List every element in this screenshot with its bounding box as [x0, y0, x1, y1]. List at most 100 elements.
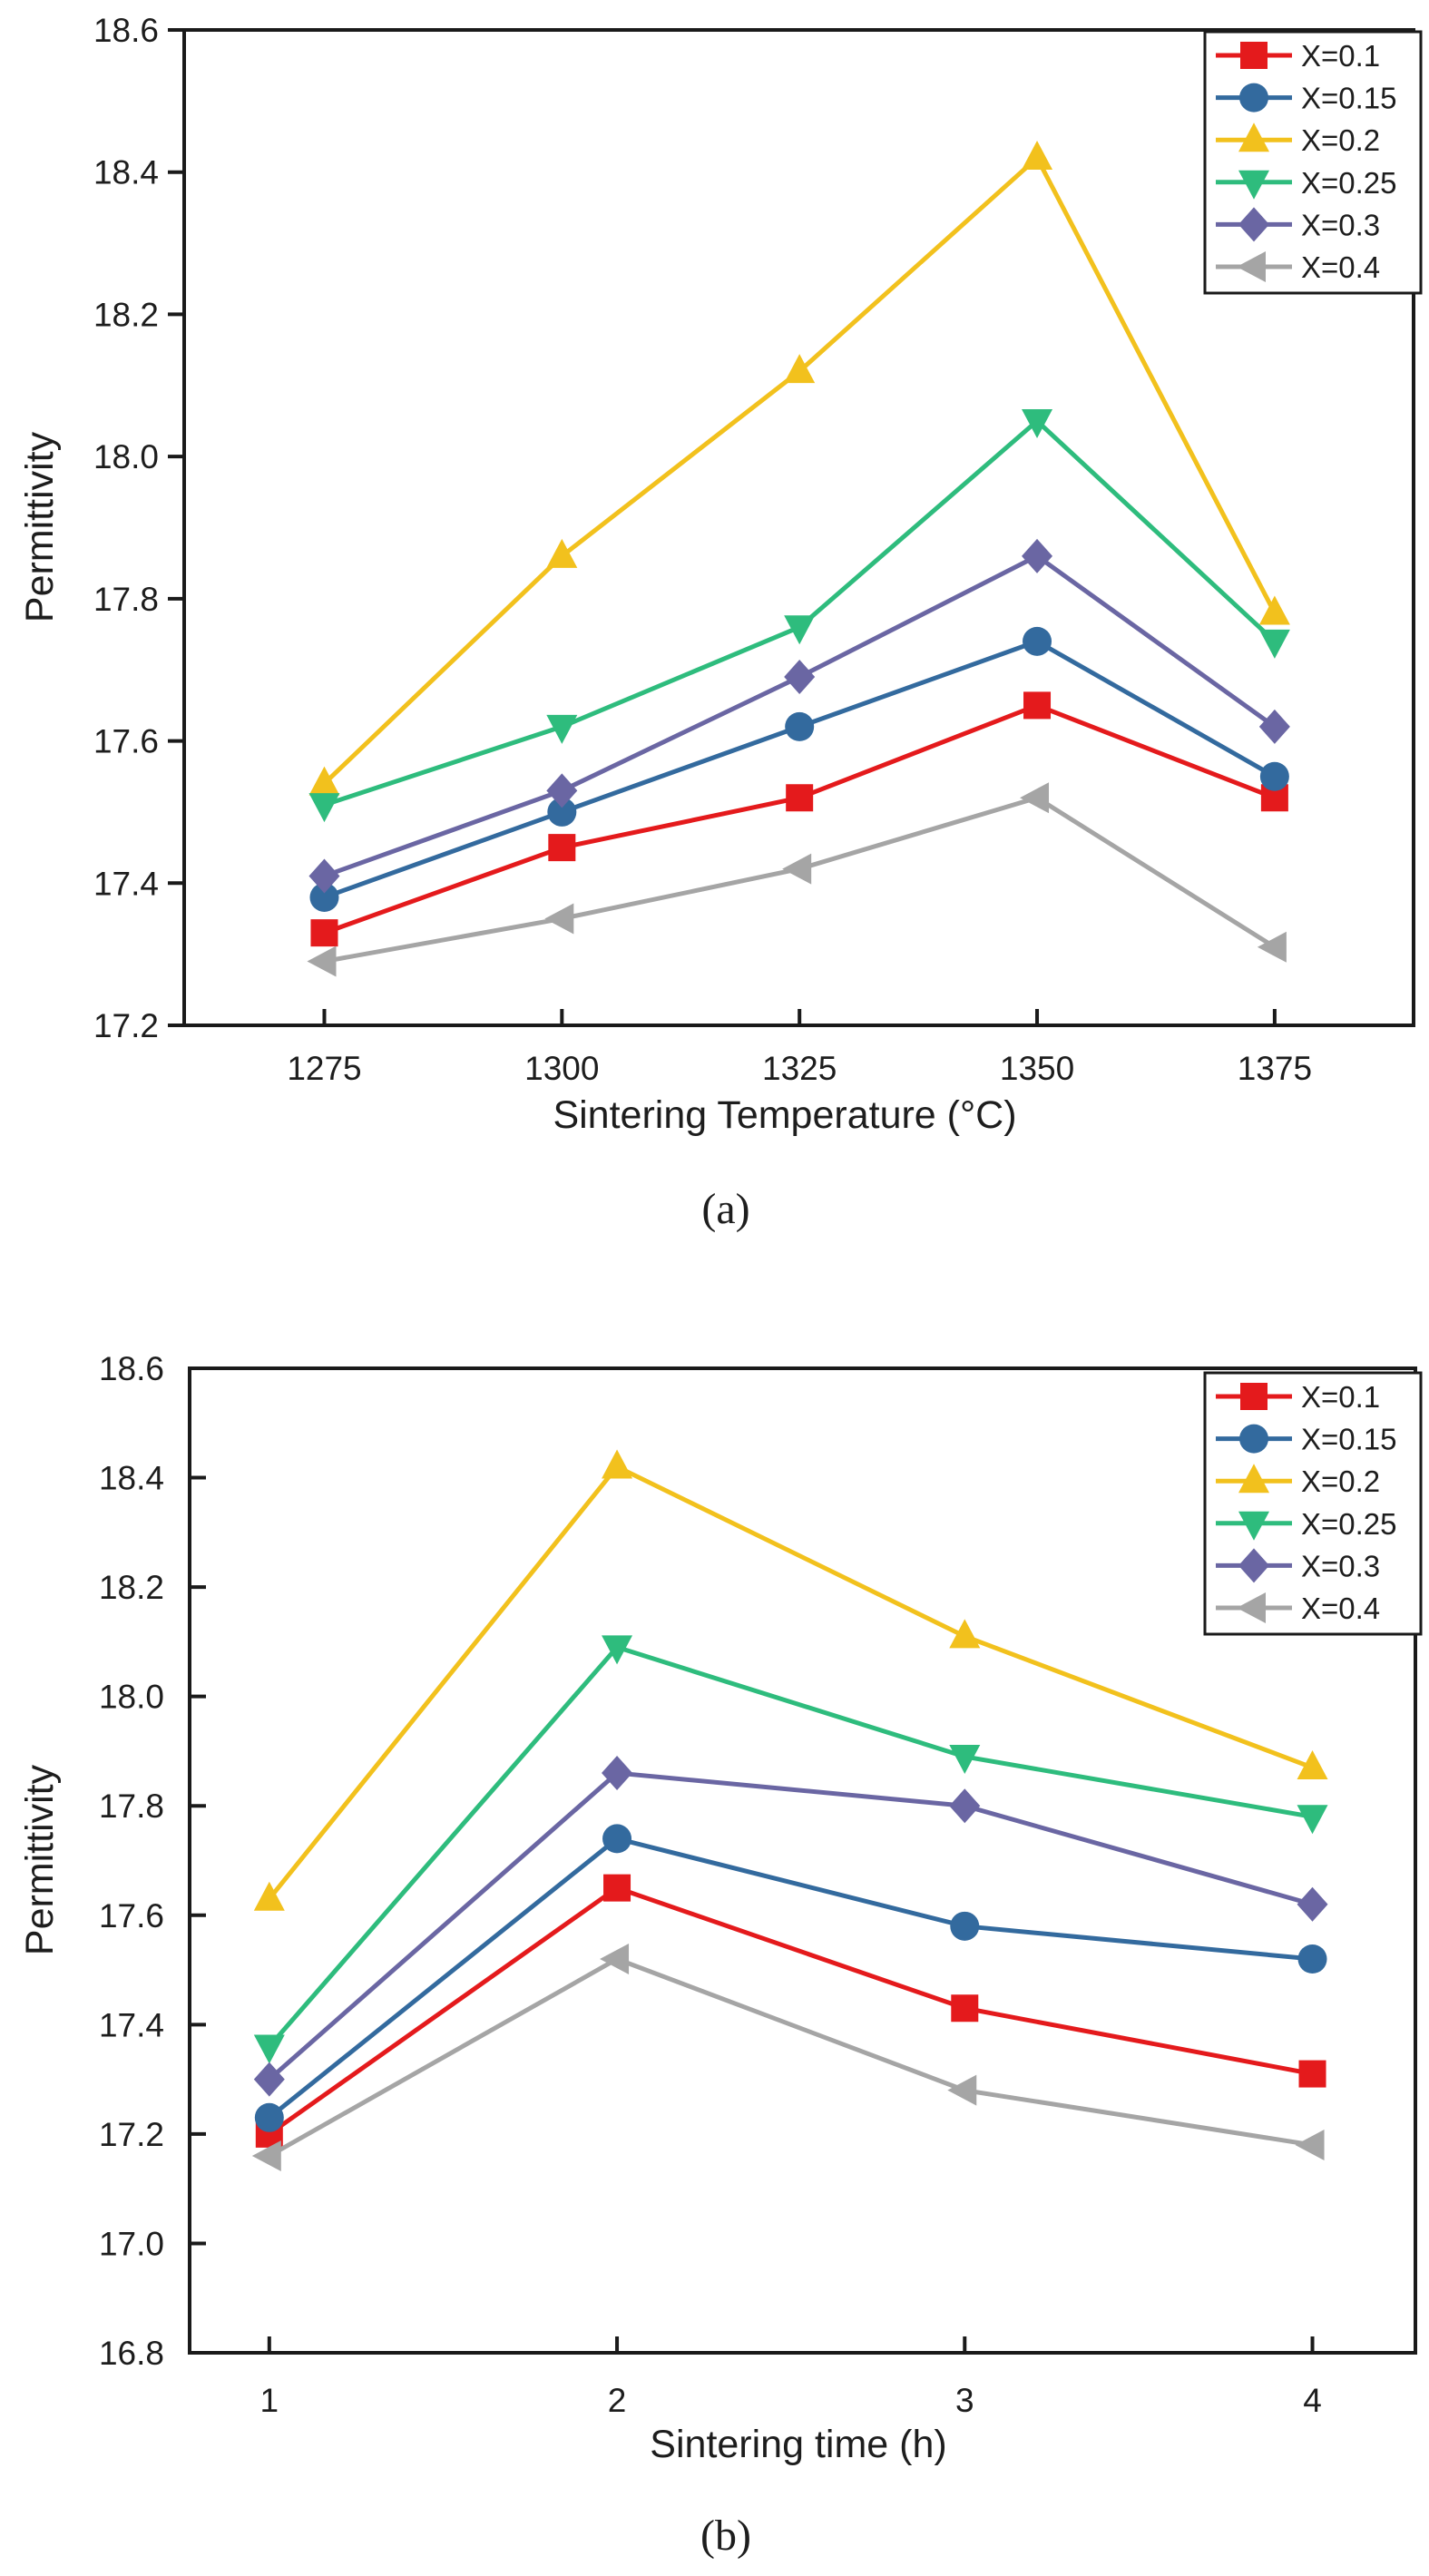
triangle-up-marker: [253, 1881, 285, 1911]
diamond-marker: [1238, 207, 1269, 242]
panel-caption: (b): [700, 2512, 751, 2560]
legend-item-X=0.15: X=0.15: [1216, 1423, 1397, 1456]
legend: X=0.1 X=0.15 X=0.2 X=0.25 X=0.3 X=0.4: [1203, 1371, 1423, 1636]
chart-b-permittivity-vs-sintering-time: 16.8 17.0 17.2 17.4 17.6 17.8 18.0 18.2 18.4 18.6…: [18, 1350, 1423, 2560]
triangle-left-marker: [544, 903, 574, 935]
triangle-up-marker: [949, 1619, 981, 1649]
y-tick-label: 18.4: [93, 154, 159, 191]
triangle-up-marker: [602, 1449, 633, 1479]
triangle-left-marker: [1020, 782, 1050, 814]
circle-marker: [309, 882, 339, 912]
triangle-left-marker: [782, 853, 812, 885]
diamond-marker: [602, 1756, 633, 1791]
legend-item-X=0.2: X=0.2: [1216, 1464, 1380, 1498]
legend-item-X=0.3: X=0.3: [1216, 1548, 1380, 1583]
diamond-marker: [546, 773, 578, 808]
x-tick-label: 4: [1303, 2382, 1322, 2419]
triangle-down-marker: [1238, 1511, 1269, 1541]
y-tick-label: 17.2: [99, 2116, 164, 2153]
legend-item-X=0.15: X=0.15: [1216, 82, 1397, 115]
triangle-left-marker: [1295, 2129, 1325, 2160]
square-marker: [548, 834, 576, 862]
series-X=0.15: [254, 1824, 1327, 2132]
axes: 17.2 17.4 17.6 17.8 18.0 18.2 18.4 18.6 1275 1300…: [93, 12, 1415, 1087]
triangle-down-marker: [546, 714, 578, 744]
legend-item-X=0.1: X=0.1: [1216, 39, 1380, 73]
square-marker: [1240, 42, 1268, 69]
triangle-left-marker: [1237, 251, 1266, 282]
triangle-up-marker: [1297, 1750, 1328, 1780]
triangle-down-marker: [1022, 408, 1053, 438]
x-tick-label: 3: [955, 2382, 974, 2419]
triangle-down-marker: [1238, 170, 1269, 200]
y-tick-label: 17.4: [93, 865, 159, 902]
diamond-marker: [1022, 538, 1053, 573]
triangle-down-marker: [1297, 1805, 1328, 1835]
axes: 16.8 17.0 17.2 17.4 17.6 17.8 18.0 18.2 18.4 18.6…: [99, 1350, 1417, 2419]
legend-label: X=0.1: [1301, 1380, 1380, 1414]
square-marker: [786, 784, 814, 812]
triangle-left-marker: [307, 945, 337, 977]
diamond-marker: [949, 1788, 981, 1824]
x-axis-label: Sintering Temperature (°C): [553, 1093, 1016, 1137]
legend-label: X=0.25: [1301, 166, 1397, 200]
series-X=0.3: [253, 1756, 1328, 2097]
diamond-marker: [253, 2062, 285, 2097]
y-tick-label: 18.6: [99, 1350, 164, 1387]
y-tick-label: 16.8: [99, 2335, 164, 2372]
series-X=0.1: [310, 691, 1288, 947]
circle-marker: [547, 797, 577, 827]
legend-item-X=0.2: X=0.2: [1216, 122, 1380, 157]
y-axis-label: Permittivity: [18, 1764, 62, 1955]
legend-label: X=0.3: [1301, 1549, 1380, 1582]
square-marker: [603, 1874, 631, 1902]
triangle-left-marker: [947, 2074, 977, 2106]
y-axis-label: Permittivity: [18, 431, 62, 622]
triangle-left-marker: [1257, 931, 1287, 963]
y-tick-label: 17.6: [93, 723, 159, 760]
triangle-left-marker: [1237, 1592, 1266, 1623]
legend-label: X=0.15: [1301, 1423, 1397, 1456]
y-tick-label: 18.2: [93, 296, 159, 333]
legend-label: X=0.2: [1301, 1464, 1380, 1498]
y-tick-label: 17.6: [99, 1897, 164, 1934]
circle-marker: [785, 711, 815, 741]
triangle-down-marker: [602, 1635, 633, 1665]
square-marker: [1023, 691, 1052, 720]
triangle-left-marker: [600, 1944, 630, 1974]
legend-item-X=0.4: X=0.4: [1216, 250, 1380, 284]
square-marker: [1298, 2060, 1326, 2088]
triangle-up-marker: [784, 354, 816, 384]
circle-marker: [1023, 626, 1052, 656]
legend-item-X=0.25: X=0.25: [1216, 166, 1397, 200]
triangle-down-marker: [784, 615, 816, 645]
triangle-up-marker: [308, 766, 340, 796]
square-marker: [951, 1994, 979, 2023]
triangle-up-marker: [546, 538, 578, 568]
circle-marker: [602, 1824, 632, 1854]
x-tick-label: 1350: [1000, 1050, 1074, 1087]
x-tick-label: 1: [260, 2382, 279, 2419]
y-tick-label: 18.0: [99, 1679, 164, 1716]
legend-label: X=0.1: [1301, 39, 1380, 73]
circle-marker: [950, 1911, 980, 1941]
circle-marker: [1259, 761, 1289, 791]
triangle-up-marker: [1238, 122, 1269, 152]
triangle-left-marker: [251, 2140, 281, 2171]
x-tick-label: 1300: [524, 1050, 599, 1087]
y-tick-label: 17.2: [93, 1007, 159, 1044]
triangle-up-marker: [1238, 1464, 1269, 1494]
panel-caption: (a): [701, 1185, 749, 1233]
triangle-up-marker: [1258, 595, 1290, 625]
y-tick-label: 18.2: [99, 1569, 164, 1606]
circle-marker: [1239, 83, 1268, 113]
series-X=0.15: [309, 626, 1289, 912]
circle-marker: [1239, 1424, 1268, 1454]
legend: X=0.1 X=0.15 X=0.2 X=0.25 X=0.3 X=0.4: [1203, 30, 1423, 295]
x-tick-label: 1375: [1238, 1050, 1312, 1087]
diamond-marker: [784, 660, 816, 695]
x-tick-label: 1275: [287, 1050, 361, 1087]
y-tick-label: 17.0: [99, 2225, 164, 2262]
x-tick-label: 2: [608, 2382, 627, 2419]
